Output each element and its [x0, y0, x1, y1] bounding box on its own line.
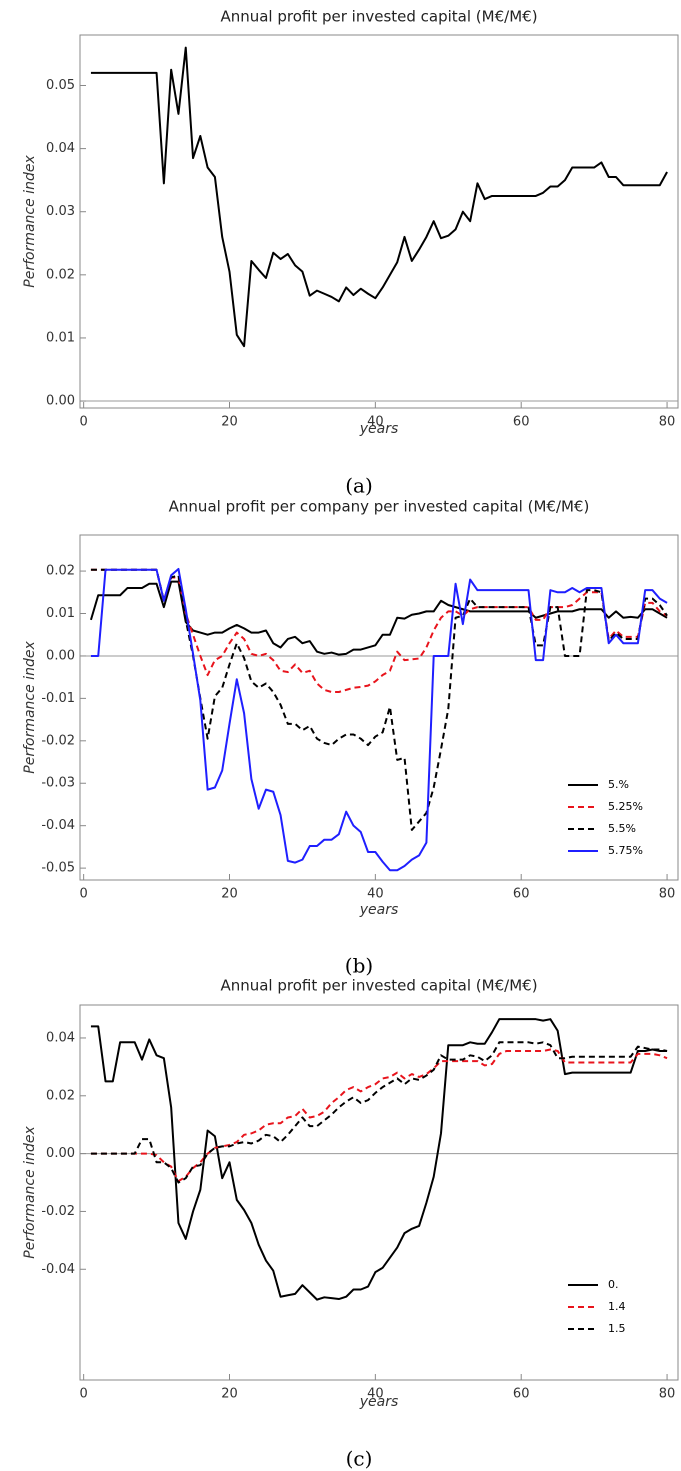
- x-tick-label: 40: [367, 1387, 384, 1402]
- y-tick-label: -0.01: [41, 691, 75, 706]
- chart-title: Annual profit per invested capital (M€/M…: [220, 8, 537, 26]
- x-tick-label: 80: [659, 887, 676, 902]
- plot-frame: [79, 34, 679, 409]
- x-tick-label: 20: [221, 415, 238, 430]
- legend-label: 5.5%: [608, 822, 636, 835]
- x-tick-label: 60: [513, 887, 530, 902]
- series-line: [90, 568, 668, 831]
- series-line: [90, 568, 668, 694]
- panel-label: (a): [345, 474, 373, 498]
- y-tick-label: 0.00: [46, 394, 75, 409]
- y-tick-label: 0.02: [46, 267, 75, 282]
- x-axis-label: years: [359, 902, 399, 918]
- x-axis-label: years: [359, 421, 399, 437]
- y-tick-label: 0.04: [46, 141, 75, 156]
- x-tick-label: 20: [221, 887, 238, 902]
- chart-title: Annual profit per invested capital (M€/M…: [220, 977, 537, 995]
- series-line: [90, 567, 668, 872]
- series-line: [90, 1048, 668, 1183]
- x-tick-label: 60: [513, 415, 530, 430]
- x-axis-label: years: [359, 1394, 399, 1410]
- legend-label: 0.: [608, 1278, 619, 1291]
- y-tick-label: 0.01: [46, 330, 75, 345]
- panel-label: (c): [346, 1447, 373, 1471]
- x-tick-label: 80: [659, 1387, 676, 1402]
- legend-label: 5.%: [608, 778, 629, 791]
- y-tick-label: 0.03: [46, 204, 75, 219]
- plot-frame: [79, 534, 679, 881]
- y-tick-label: 0.00: [46, 648, 75, 663]
- series-line: [90, 1041, 668, 1184]
- x-tick-label: 0: [80, 1387, 88, 1402]
- x-tick-label: 60: [513, 1387, 530, 1402]
- y-tick-label: 0.05: [46, 78, 75, 93]
- chart-title: Annual profit per company per invested c…: [169, 498, 590, 516]
- plot-frame: [79, 1004, 679, 1381]
- y-tick-label: 0.04: [46, 1030, 75, 1045]
- series-line: [90, 1018, 668, 1301]
- x-tick-label: 40: [367, 887, 384, 902]
- x-tick-label: 20: [221, 1387, 238, 1402]
- legend-label: 5.25%: [608, 800, 643, 813]
- y-axis-label: Performance index: [22, 641, 38, 774]
- y-axis-label: Performance index: [22, 155, 38, 288]
- y-tick-label: -0.05: [41, 861, 75, 876]
- x-tick-label: 40: [367, 415, 384, 430]
- x-tick-label: 0: [80, 887, 88, 902]
- legend-label: 1.4: [608, 1300, 626, 1313]
- legend-label: 1.5: [608, 1322, 626, 1335]
- y-tick-label: -0.02: [41, 733, 75, 748]
- y-tick-label: 0.02: [46, 1088, 75, 1103]
- series-line: [89, 580, 668, 656]
- y-tick-label: 0.01: [46, 606, 75, 621]
- x-tick-label: 0: [80, 415, 88, 430]
- y-tick-label: -0.04: [41, 1262, 75, 1277]
- y-tick-label: -0.03: [41, 776, 75, 791]
- y-axis-label: Performance index: [22, 1126, 38, 1259]
- y-tick-label: -0.02: [41, 1204, 75, 1219]
- legend-label: 5.75%: [608, 844, 643, 857]
- y-tick-label: 0.02: [46, 564, 75, 579]
- y-tick-label: 0.00: [46, 1146, 75, 1161]
- series-line: [90, 46, 668, 348]
- panel-label: (b): [345, 954, 373, 978]
- y-tick-label: -0.04: [41, 818, 75, 833]
- x-tick-label: 80: [659, 415, 676, 430]
